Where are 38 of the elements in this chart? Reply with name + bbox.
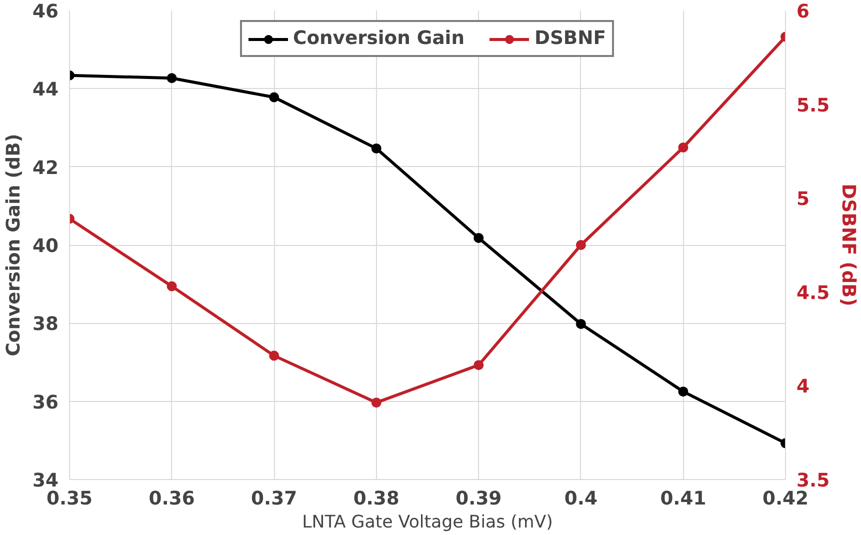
y2-tick-label: 5: [796, 189, 810, 210]
y2-tick-label: 6: [796, 2, 810, 22]
point: [269, 92, 280, 102]
y-tick-label: 40: [32, 236, 59, 257]
point: [269, 350, 280, 361]
x-tick-label: 0.36: [148, 488, 195, 510]
y2-tick-label: 4.5: [796, 282, 830, 304]
y2-tick-label: 5.5: [796, 95, 830, 116]
point: [576, 240, 586, 250]
point: [678, 386, 688, 397]
y-tick-label: 44: [32, 80, 59, 101]
y-tick-label: 34: [32, 470, 59, 492]
legend-label: Conversion Gain: [293, 28, 464, 49]
y2-tick-label: 4: [796, 376, 810, 398]
x-tick-label: 0.4: [564, 488, 598, 510]
x-tick-label: 0.42: [762, 488, 809, 510]
point: [474, 360, 484, 370]
point: [166, 281, 177, 292]
y2-axis-title: DSBNF (dB): [838, 184, 859, 306]
x-tick-label: 0.41: [660, 488, 706, 510]
x-tick-label: 0.39: [456, 488, 502, 510]
point: [166, 73, 177, 84]
y-tick-label: 46: [32, 2, 59, 22]
x-tick-label: 0.37: [251, 488, 298, 510]
x-axis-title: LNTA Gate Voltage Bias (mV): [302, 512, 553, 532]
legend-label: DSBNF: [534, 28, 606, 49]
point: [576, 318, 586, 329]
y-tick-label: 36: [32, 392, 59, 414]
x-tick-label: 0.35: [46, 488, 93, 510]
point: [371, 143, 382, 154]
y-tick-label: 38: [32, 314, 59, 336]
x-tick-label: 0.38: [353, 488, 400, 510]
y-tick-label: 42: [32, 158, 59, 179]
point: [474, 232, 484, 243]
point: [678, 142, 688, 152]
y2-tick-label: 3.5: [796, 470, 830, 492]
point: [371, 398, 382, 408]
y-axis-title: Conversion Gain (dB): [4, 134, 25, 356]
